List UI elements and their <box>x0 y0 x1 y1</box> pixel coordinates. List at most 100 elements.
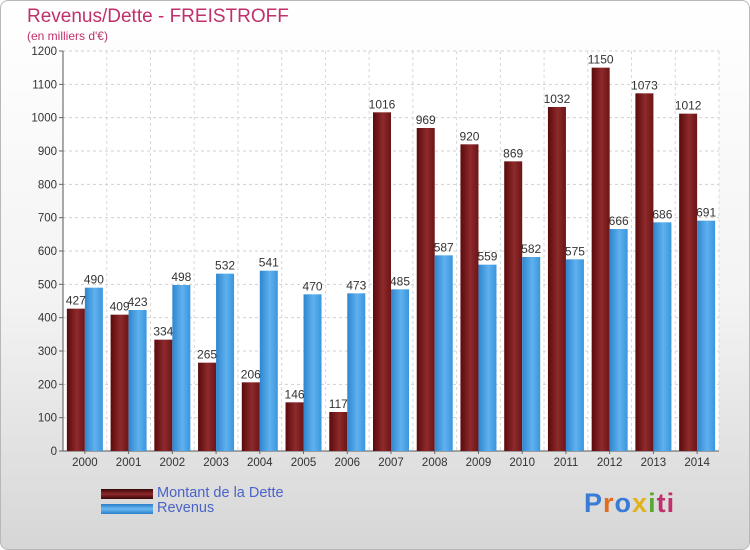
bar-revenus <box>391 289 409 451</box>
data-label-revenus: 686 <box>652 207 672 221</box>
bar-dette <box>416 128 435 451</box>
y-tick-label: 1200 <box>31 46 57 58</box>
legend-label-revenus: Revenus <box>157 500 215 516</box>
bar-revenus <box>128 310 147 451</box>
bar-dette <box>635 93 654 451</box>
proxiti-logo: Proxiti <box>584 488 675 519</box>
logo-letter: P <box>584 488 604 518</box>
x-tick-label: 2009 <box>466 457 492 469</box>
bar-dette <box>154 339 173 451</box>
data-label-revenus: 582 <box>521 242 541 256</box>
x-tick-label: 2010 <box>509 457 535 469</box>
logo-letter: r <box>603 488 615 518</box>
data-label-dette: 427 <box>66 294 86 308</box>
bar-revenus <box>653 222 672 451</box>
data-label-dette: 265 <box>197 348 217 362</box>
legend-swatch-revenus <box>101 504 153 514</box>
logo-letter: o <box>614 488 633 518</box>
y-tick-label: 300 <box>38 346 57 358</box>
y-tick-label: 900 <box>38 146 57 158</box>
x-tick-label: 2000 <box>72 457 98 469</box>
data-label-revenus: 473 <box>346 278 366 292</box>
data-label-dette: 1016 <box>369 97 396 111</box>
bar-revenus <box>172 285 191 451</box>
bar-revenus <box>347 293 366 451</box>
bar-dette <box>329 412 348 451</box>
x-tick-label: 2007 <box>378 457 404 469</box>
y-tick-label: 1100 <box>32 79 57 91</box>
data-label-revenus: 498 <box>171 270 191 284</box>
y-tick-label: 200 <box>38 379 57 391</box>
bar-dette <box>241 382 260 451</box>
y-tick-label: 600 <box>38 246 57 258</box>
data-label-revenus: 485 <box>390 274 410 288</box>
data-label-revenus: 587 <box>434 240 454 254</box>
data-label-dette: 117 <box>329 397 348 411</box>
bar-dette <box>198 362 217 451</box>
bar-dette <box>110 314 129 451</box>
bar-dette <box>460 144 479 452</box>
x-tick-label: 2013 <box>641 457 667 469</box>
bar-revenus <box>522 257 541 451</box>
data-label-dette: 146 <box>285 387 305 401</box>
data-label-dette: 1032 <box>544 92 571 106</box>
x-tick-label: 2012 <box>597 457 623 469</box>
y-tick-label: 100 <box>38 413 57 425</box>
data-label-revenus: 490 <box>84 273 104 287</box>
data-label-revenus: 470 <box>303 279 323 293</box>
bar-revenus <box>216 273 235 451</box>
bar-revenus <box>697 220 716 451</box>
data-label-dette: 409 <box>110 300 130 314</box>
x-tick-label: 2014 <box>684 457 710 469</box>
x-tick-label: 2011 <box>554 457 579 469</box>
data-label-dette: 920 <box>459 129 479 143</box>
data-label-dette: 1150 <box>588 53 614 67</box>
bar-dette <box>373 112 391 451</box>
bar-revenus <box>478 264 497 451</box>
data-label-dette: 206 <box>241 367 261 381</box>
bar-revenus <box>259 270 278 451</box>
bar-revenus <box>434 255 453 451</box>
y-tick-label: 700 <box>38 213 57 225</box>
logo-letter: i <box>648 488 657 518</box>
data-label-dette: 869 <box>503 146 523 160</box>
bar-dette <box>66 308 85 451</box>
x-tick-label: 2001 <box>116 457 142 469</box>
x-tick-label: 2003 <box>203 457 229 469</box>
bar-revenus <box>565 259 584 451</box>
x-tick-label: 2002 <box>160 457 186 469</box>
chart-subtitle: (en milliers d'€) <box>27 29 108 43</box>
y-tick-label: 0 <box>51 446 57 458</box>
data-label-revenus: 575 <box>565 244 585 258</box>
data-label-revenus: 541 <box>259 256 279 270</box>
y-tick-label: 400 <box>38 313 57 325</box>
bar-dette <box>679 113 698 452</box>
y-tick-label: 500 <box>38 279 57 291</box>
data-label-dette: 1073 <box>631 78 658 92</box>
data-label-revenus: 423 <box>128 295 148 309</box>
x-tick-label: 2008 <box>422 457 448 469</box>
data-label-revenus: 691 <box>696 206 716 220</box>
bar-dette <box>504 161 523 452</box>
bar-dette <box>547 107 566 451</box>
x-tick-label: 2004 <box>247 457 273 469</box>
bar-dette <box>285 402 304 451</box>
data-label-revenus: 559 <box>477 250 497 264</box>
y-tick-label: 1000 <box>31 113 57 125</box>
bar-dette <box>591 67 610 452</box>
y-tick-label: 800 <box>38 179 57 191</box>
data-label-dette: 969 <box>416 113 436 127</box>
x-tick-label: 2005 <box>291 457 317 469</box>
data-label-dette: 334 <box>153 325 173 339</box>
x-tick-label: 2006 <box>334 457 360 469</box>
bar-revenus <box>84 287 103 451</box>
data-label-dette: 1012 <box>675 99 702 113</box>
logo-letter: ti <box>656 488 676 518</box>
bar-revenus <box>609 229 628 451</box>
chart-title: Revenus/Dette - FREISTROFF <box>27 6 289 27</box>
legend-label-dette: Montant de la Dette <box>157 485 284 501</box>
data-label-revenus: 666 <box>609 214 629 228</box>
legend-swatch-dette <box>101 489 153 499</box>
